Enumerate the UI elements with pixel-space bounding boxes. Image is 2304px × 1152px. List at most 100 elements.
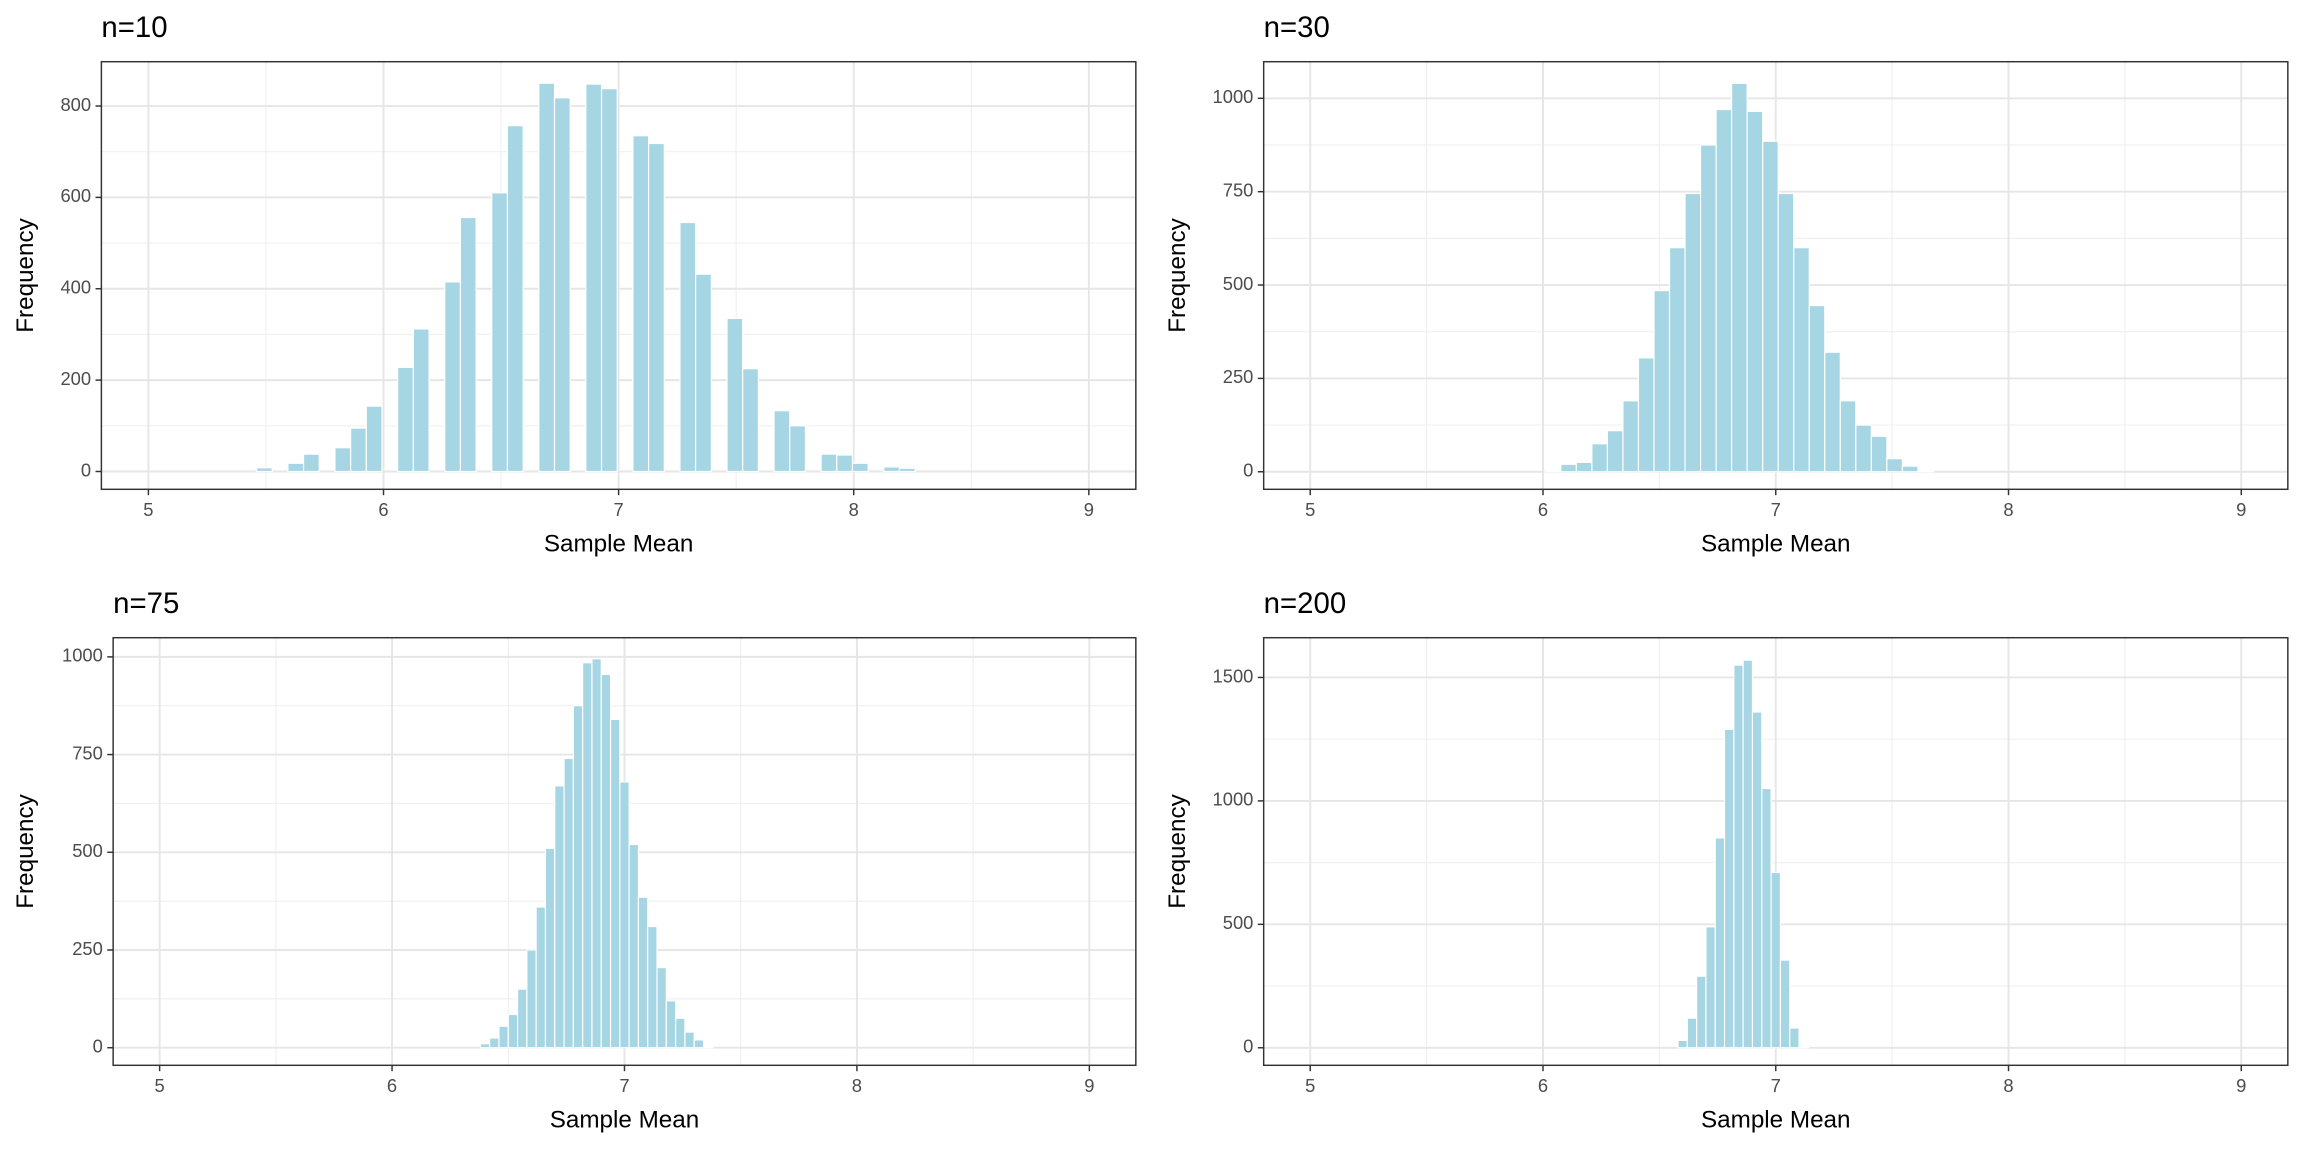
x-tick-label: 5 xyxy=(1305,499,1315,520)
y-axis-title: Frequency xyxy=(1164,793,1191,908)
bar xyxy=(1715,108,1733,473)
bar xyxy=(883,466,901,473)
y-tick-label: 1000 xyxy=(1213,86,1254,107)
bar xyxy=(1677,1039,1688,1049)
bar xyxy=(1705,926,1716,1049)
y-tick-label: 600 xyxy=(60,185,91,206)
bar xyxy=(665,1000,677,1049)
y-tick-label: 750 xyxy=(72,742,103,763)
y-tick-label: 750 xyxy=(1223,180,1254,201)
bar xyxy=(489,1037,500,1049)
bar xyxy=(572,705,584,1049)
bar xyxy=(1731,82,1748,473)
bar xyxy=(702,1045,714,1049)
bar xyxy=(1742,659,1754,1049)
bar xyxy=(656,967,667,1049)
bar xyxy=(1839,400,1857,473)
bar xyxy=(582,662,593,1049)
x-tick-label: 7 xyxy=(619,1075,629,1096)
y-tick-label: 250 xyxy=(72,938,103,959)
x-tick-label: 6 xyxy=(378,499,388,520)
bar xyxy=(412,328,430,473)
bar xyxy=(1770,871,1781,1049)
bar xyxy=(444,281,461,473)
bar xyxy=(898,467,916,473)
bar xyxy=(1733,664,1744,1049)
x-tick-label: 6 xyxy=(1538,1075,1548,1096)
bar xyxy=(820,453,838,473)
bar xyxy=(1761,787,1772,1049)
bar xyxy=(726,317,744,473)
y-tick-label: 1000 xyxy=(62,645,103,666)
bar xyxy=(675,1017,686,1049)
x-axis-title: Sample Mean xyxy=(1701,531,1851,558)
plot-border xyxy=(100,60,1137,491)
y-tick-label: 0 xyxy=(81,459,91,480)
x-tick-label: 9 xyxy=(1084,499,1094,520)
y-tick-label: 1500 xyxy=(1213,665,1254,686)
x-tick-label: 9 xyxy=(1084,1075,1094,1096)
bar xyxy=(1591,443,1609,473)
bar xyxy=(647,142,665,473)
bar xyxy=(1714,837,1726,1049)
y-tick-label: 0 xyxy=(93,1036,103,1057)
y-tick-label: 1000 xyxy=(1213,789,1254,810)
bar xyxy=(334,447,352,473)
bar xyxy=(773,410,791,473)
bar xyxy=(1699,144,1717,473)
bar xyxy=(459,216,477,473)
plot-border xyxy=(1262,636,2289,1067)
bar xyxy=(1723,728,1735,1049)
bar xyxy=(1751,711,1763,1049)
bar xyxy=(544,847,556,1049)
bar xyxy=(742,368,759,473)
bar xyxy=(600,88,618,473)
bar xyxy=(1653,290,1671,473)
x-tick-label: 9 xyxy=(2236,1075,2246,1096)
bar xyxy=(1917,470,1935,473)
y-axis-title: Frequency xyxy=(12,217,39,332)
bar xyxy=(647,925,658,1049)
bar xyxy=(1870,435,1888,473)
x-tick-label: 5 xyxy=(143,499,153,520)
bar xyxy=(506,125,524,473)
y-tick-label: 0 xyxy=(1243,1036,1253,1057)
x-tick-label: 8 xyxy=(849,499,859,520)
x-tick-label: 8 xyxy=(2003,499,2013,520)
bar xyxy=(1808,304,1826,473)
y-tick-label: 500 xyxy=(72,840,103,861)
x-axis-title: Sample Mean xyxy=(544,531,694,558)
chart-title: n=75 xyxy=(113,587,179,620)
bar xyxy=(609,718,621,1049)
bar xyxy=(516,988,528,1049)
y-tick-label: 200 xyxy=(60,368,91,389)
bar xyxy=(255,467,273,473)
x-tick-label: 6 xyxy=(387,1075,397,1096)
bar xyxy=(397,366,414,473)
bar xyxy=(1544,470,1562,473)
x-tick-label: 9 xyxy=(2236,499,2246,520)
y-tick-label: 400 xyxy=(60,277,91,298)
x-tick-label: 8 xyxy=(852,1075,862,1096)
bar xyxy=(693,1039,705,1049)
x-tick-label: 7 xyxy=(1771,499,1781,520)
bar xyxy=(1622,400,1640,473)
bar xyxy=(1789,1027,1800,1049)
bar xyxy=(491,192,509,473)
y-axis-title: Frequency xyxy=(12,793,39,908)
bar xyxy=(1779,959,1791,1049)
bar xyxy=(303,453,320,473)
chart-title: n=30 xyxy=(1264,11,1330,44)
y-tick-label: 500 xyxy=(1223,273,1254,294)
bar xyxy=(679,221,697,473)
bar xyxy=(479,1043,491,1049)
y-tick-label: 0 xyxy=(1243,460,1253,481)
bar xyxy=(789,425,806,473)
bar xyxy=(538,82,556,473)
bar xyxy=(1696,975,1707,1049)
bar xyxy=(287,462,305,473)
bar xyxy=(1777,192,1795,473)
x-tick-label: 5 xyxy=(1305,1075,1315,1096)
y-tick-label: 500 xyxy=(1223,912,1254,933)
bar xyxy=(507,1013,519,1049)
